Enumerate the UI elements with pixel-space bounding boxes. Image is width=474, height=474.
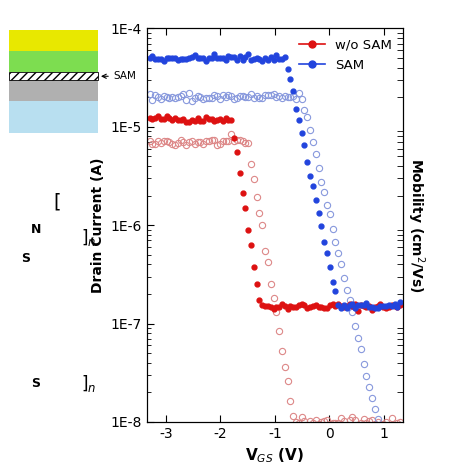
Y-axis label: Mobility (cm$^2$/Vs): Mobility (cm$^2$/Vs) — [405, 158, 427, 292]
Text: $\left]\right._n$: $\left]\right._n$ — [81, 227, 96, 247]
Text: $\mathbf{N}$: $\mathbf{N}$ — [30, 223, 42, 237]
Bar — [9, 101, 98, 133]
Bar — [9, 73, 98, 80]
Legend: w/o SAM, SAM: w/o SAM, SAM — [294, 35, 396, 75]
Bar — [9, 51, 98, 73]
X-axis label: V$_{GS}$ (V): V$_{GS}$ (V) — [246, 447, 304, 465]
Text: $\left[\right.$: $\left[\right.$ — [53, 191, 61, 212]
Y-axis label: Drain Current (A): Drain Current (A) — [91, 157, 105, 293]
Text: $\mathbf{S}$: $\mathbf{S}$ — [20, 252, 31, 265]
Bar — [9, 80, 98, 101]
Text: $\left]\right._n$: $\left]\right._n$ — [81, 374, 96, 394]
Text: SAM: SAM — [102, 71, 137, 81]
Text: $\mathbf{S}$: $\mathbf{S}$ — [31, 377, 41, 391]
Bar — [9, 30, 98, 51]
